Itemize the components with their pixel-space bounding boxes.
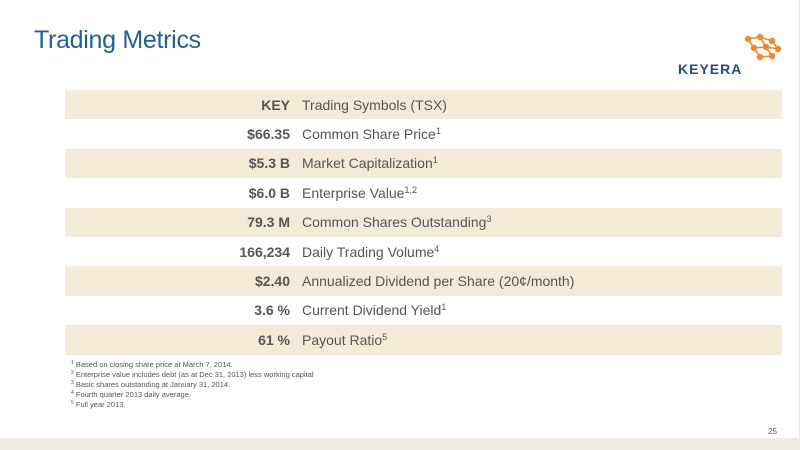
metric-value: $66.35	[247, 126, 290, 143]
keyera-logo: KEYERA	[678, 33, 786, 79]
page-title: Trading Metrics	[34, 26, 201, 54]
metric-label: Common Share Price1	[302, 126, 441, 143]
metric-row-share-price: $66.35 Common Share Price1	[65, 119, 782, 148]
footnote-ref: 1	[432, 155, 438, 166]
metric-row-shares-outstanding: 79.3 M Common Shares Outstanding3	[65, 207, 782, 237]
metric-label: Annualized Dividend per Share (20¢/month…	[302, 273, 575, 290]
metric-value: KEY	[261, 96, 290, 113]
metric-label: Daily Trading Volume4	[302, 243, 440, 260]
metric-label: Enterprise Value1,2	[302, 184, 417, 201]
metric-label: Payout Ratio5	[302, 331, 388, 348]
footer-bar	[0, 438, 800, 450]
metrics-table: KEY Trading Symbols (TSX) $66.35 Common …	[65, 90, 782, 355]
footnote-ref: 3	[486, 214, 492, 225]
metric-row-dividend-yield: 3.6 % Current Dividend Yield1	[65, 296, 782, 325]
metric-value: $5.3 B	[248, 155, 290, 172]
metric-row-dividend: $2.40 Annualized Dividend per Share (20¢…	[65, 266, 782, 296]
footnote: 5 Full year 2013.	[71, 400, 126, 409]
metric-row-market-cap: $5.3 B Market Capitalization1	[65, 148, 782, 179]
metric-label: Current Dividend Yield1	[302, 302, 447, 319]
footnote: 1 Based on closing share price at March …	[71, 360, 233, 369]
metric-row-payout-ratio: 61 % Payout Ratio5	[65, 325, 782, 355]
metric-row-enterprise-value: $6.0 B Enterprise Value1,2	[65, 178, 782, 207]
metric-label: Common Shares Outstanding3	[302, 214, 492, 231]
metric-value: 61 %	[258, 331, 290, 348]
molecule-icon	[744, 33, 782, 61]
footnote-ref: 1	[441, 302, 447, 313]
footnote: 2 Enterprise value includes debt (as at …	[71, 370, 314, 379]
footnote: 3 Basic shares outstanding at January 31…	[71, 380, 231, 389]
metric-row-trading-volume: 166,234 Daily Trading Volume4	[65, 237, 782, 266]
page-number: 25	[768, 427, 777, 436]
metric-value: 166,234	[239, 243, 290, 260]
logo-wordmark: KEYERA	[678, 61, 743, 77]
footnote-ref: 4	[434, 243, 440, 254]
metric-value: $2.40	[254, 273, 290, 290]
footnote-ref: 1,2	[404, 184, 417, 195]
metric-label: Market Capitalization1	[302, 155, 438, 172]
footnote-ref: 1	[435, 126, 441, 137]
metric-value: 3.6 %	[254, 302, 290, 319]
metric-value: $6.0 B	[248, 184, 290, 201]
footnote: 4 Fourth quarter 2013 daily average.	[71, 390, 191, 399]
metric-label: Trading Symbols (TSX)	[302, 96, 447, 113]
footnotes: 1 Based on closing share price at March …	[71, 360, 314, 410]
metric-row-symbols: KEY Trading Symbols (TSX)	[65, 90, 782, 120]
metric-value: 79.3 M	[247, 214, 290, 231]
footnote-ref: 5	[382, 331, 388, 342]
